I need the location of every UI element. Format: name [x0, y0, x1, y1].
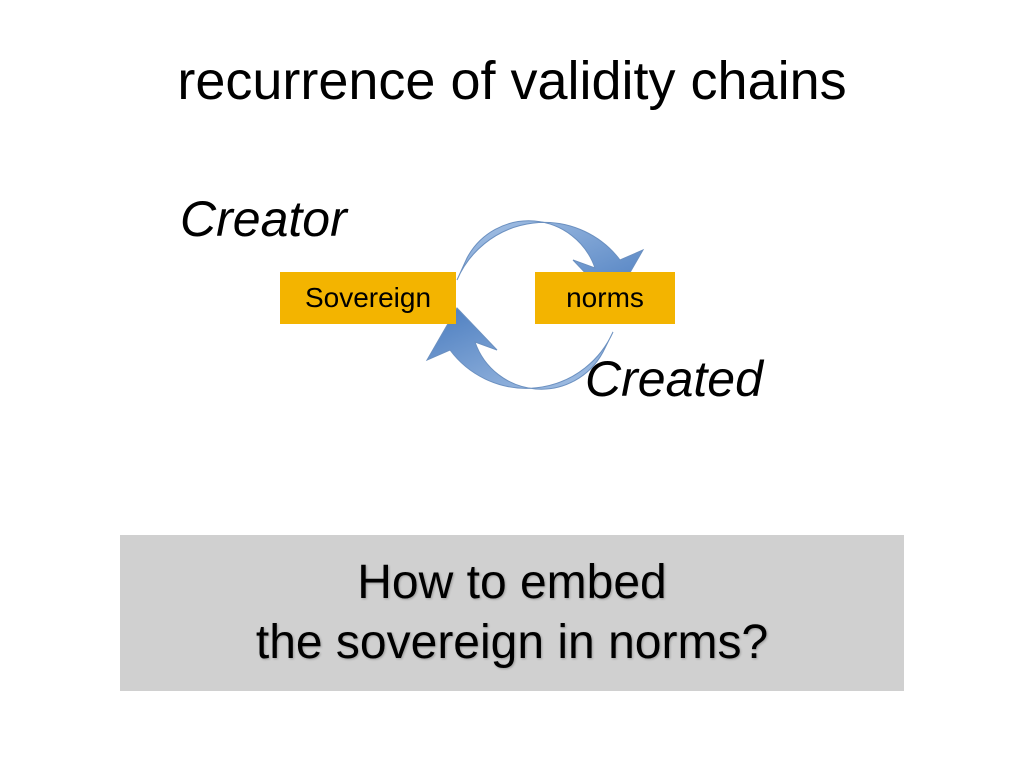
norms-box: norms — [535, 272, 675, 324]
page-title: recurrence of validity chains — [0, 50, 1024, 112]
sovereign-box: Sovereign — [280, 272, 456, 324]
creator-label: Creator — [180, 190, 347, 248]
created-label: Created — [585, 350, 763, 408]
question-box: How to embed the sovereign in norms? — [120, 535, 904, 691]
question-line-1: How to embed — [357, 556, 667, 609]
question-line-2: the sovereign in norms? — [256, 616, 768, 669]
